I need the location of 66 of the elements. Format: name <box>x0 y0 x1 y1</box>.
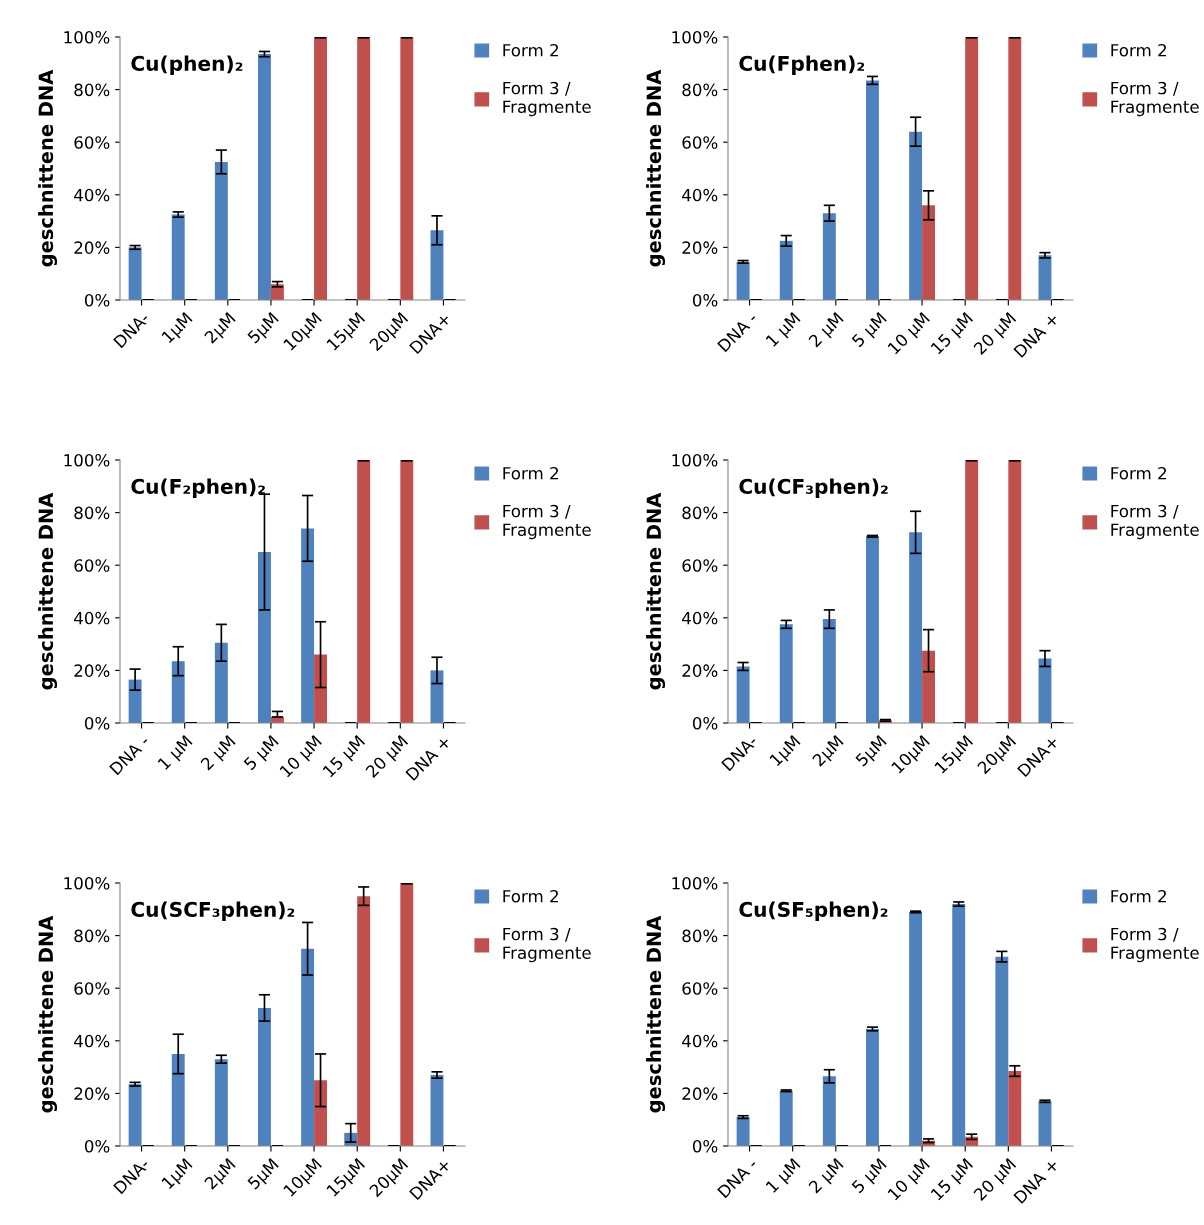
text: Cu(CF₃phen)₂ <box>739 478 888 498</box>
y-tick-label: 0% <box>692 716 718 730</box>
legend-label: Form 2 <box>503 466 558 480</box>
x-tick-label: 2 µM <box>807 311 847 350</box>
y-tick-label: 60% <box>74 982 110 995</box>
y-tick-label: 40% <box>682 188 718 202</box>
y-tick-label: 100% <box>64 30 110 44</box>
y-tick-label: 20% <box>74 241 110 254</box>
y-tick-label: 40% <box>682 611 718 625</box>
y-tick-label: 40% <box>74 1034 110 1048</box>
y-tick-label: 40% <box>682 1034 718 1048</box>
y-tick-label: 20% <box>682 1087 718 1100</box>
y-axis-title: geschnittene DNA <box>38 915 58 1113</box>
text: Cu(SF₅phen)₂ <box>739 901 888 921</box>
y-tick-label: 0% <box>84 1139 110 1153</box>
text: Cu(Fphen)₂ <box>739 55 865 75</box>
y-tick-label: 100% <box>64 453 110 467</box>
y-tick-label: 80% <box>74 83 110 97</box>
x-tick-label: 2 µM <box>807 1157 847 1196</box>
y-tick-label: 40% <box>74 188 110 202</box>
legend-label: Form 2 <box>1111 889 1166 903</box>
y-tick-label: 60% <box>682 559 718 572</box>
legend-label: Form 2 <box>503 889 558 903</box>
y-tick-label: 60% <box>682 982 718 995</box>
y-tick-label: 100% <box>64 876 110 890</box>
y-tick-label: 100% <box>672 876 718 890</box>
text: Cu(F₂phen)₂ <box>131 478 265 498</box>
y-tick-label: 60% <box>74 136 110 149</box>
legend-label: Form 2 <box>1111 466 1166 480</box>
y-tick-label: 60% <box>682 136 718 149</box>
y-tick-label: 80% <box>74 506 110 520</box>
y-tick-label: 20% <box>74 664 110 677</box>
y-axis-title: geschnittene DNA <box>646 69 666 267</box>
y-tick-label: 80% <box>74 929 110 943</box>
legend-label: Form 3 / Fragmente <box>503 927 591 963</box>
legend-label: Form 3 / Fragmente <box>1111 927 1199 963</box>
y-tick-label: 80% <box>682 506 718 520</box>
y-tick-label: 20% <box>682 664 718 677</box>
y-tick-label: 80% <box>682 929 718 943</box>
y-tick-label: 100% <box>672 30 718 44</box>
text: Cu(phen)₂ <box>131 55 243 75</box>
legend-label: Form 3 / Fragmente <box>503 504 591 540</box>
y-tick-label: 80% <box>682 83 718 97</box>
x-tick-label: 1 µM <box>157 734 195 773</box>
legend-label: Form 3 / Fragmente <box>1111 81 1199 117</box>
x-tick-label: 2 µM <box>199 734 239 773</box>
y-tick-label: 20% <box>682 241 718 254</box>
y-tick-label: 20% <box>74 1087 110 1100</box>
x-tick-label: 1 µM <box>765 1157 803 1196</box>
y-axis-title: geschnittene DNA <box>646 492 666 690</box>
y-tick-label: 0% <box>692 1139 718 1153</box>
y-tick-label: 0% <box>84 716 110 730</box>
legend-label: Form 2 <box>503 43 558 57</box>
y-axis-title: geschnittene DNA <box>38 492 58 690</box>
legend-label: Form 2 <box>1111 43 1166 57</box>
x-tick-label: 1 µM <box>765 311 803 350</box>
y-axis-title: geschnittene DNA <box>38 69 58 267</box>
legend-label: Form 3 / Fragmente <box>1111 504 1199 540</box>
y-tick-label: 0% <box>692 293 718 307</box>
y-tick-label: 60% <box>74 559 110 572</box>
legend-label: Form 3 / Fragmente <box>503 81 591 117</box>
text: Cu(SCF₃phen)₂ <box>131 901 295 921</box>
y-tick-label: 0% <box>84 293 110 307</box>
y-tick-label: 40% <box>74 611 110 625</box>
y-tick-label: 100% <box>672 453 718 467</box>
y-axis-title: geschnittene DNA <box>646 915 666 1113</box>
